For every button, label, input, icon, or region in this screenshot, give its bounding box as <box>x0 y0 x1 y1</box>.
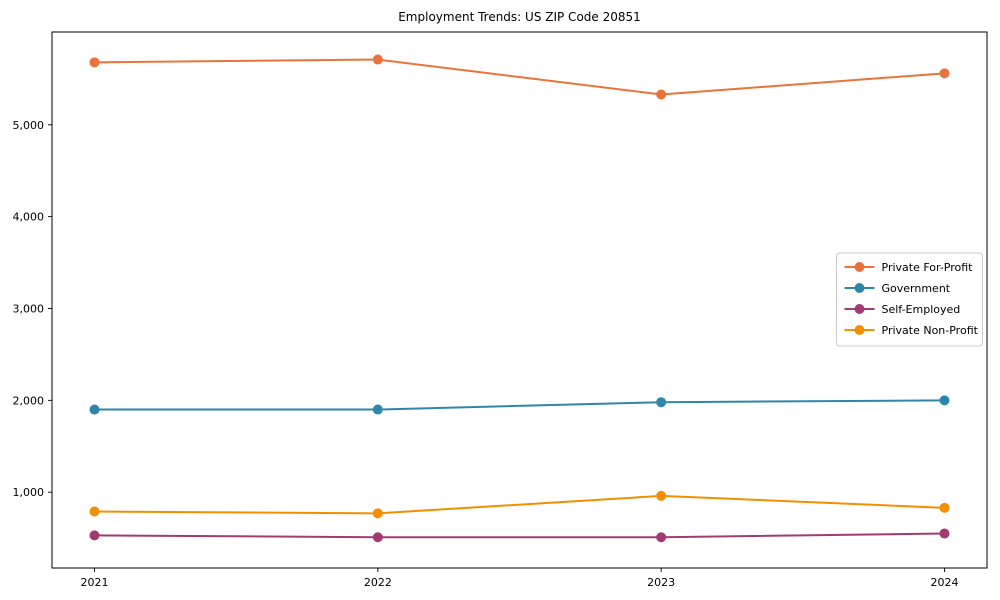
legend-label-self-employed: Self-Employed <box>882 303 961 316</box>
legend-marker-private-for-profit <box>854 262 865 272</box>
x-tick-label: 2024 <box>931 576 959 589</box>
y-tick-label: 4,000 <box>13 211 45 224</box>
axes-frame <box>51 31 988 569</box>
series-line-private-for-profit <box>93 58 946 96</box>
x-tick-label: 2022 <box>364 576 392 589</box>
y-tick-label: 1,000 <box>13 486 45 499</box>
marker-government-2022 <box>372 404 383 415</box>
marker-private-non-profit-2021 <box>89 506 100 517</box>
marker-private-for-profit-2022 <box>372 54 383 65</box>
legend-label-private-non-profit: Private Non-Profit <box>882 324 979 337</box>
y-tick-label: 2,000 <box>13 394 45 407</box>
x-tick-label: 2023 <box>647 576 675 589</box>
marker-self-employed-2024 <box>939 528 950 539</box>
marker-government-2021 <box>89 404 100 415</box>
legend-box <box>836 252 983 347</box>
marker-self-employed-2021 <box>89 530 100 541</box>
marker-government-2023 <box>656 397 667 408</box>
marker-self-employed-2023 <box>656 532 667 543</box>
marker-private-non-profit-2022 <box>372 508 383 519</box>
plot-area: 1,000 2,000 3,000 4,000 5,000 2021 2022 2023 202… <box>13 31 988 589</box>
legend-marker-government <box>854 283 865 293</box>
marker-private-non-profit-2024 <box>939 502 950 513</box>
y-tick-label: 3,000 <box>13 302 45 315</box>
x-tick-label: 2021 <box>81 576 109 589</box>
legend-marker-self-employed <box>854 304 865 314</box>
y-tick-label: 5,000 <box>13 119 45 132</box>
legend-label-government: Government <box>882 282 951 295</box>
marker-private-non-profit-2023 <box>656 490 667 501</box>
marker-private-for-profit-2024 <box>939 68 950 79</box>
series-line-self-employed <box>93 532 946 539</box>
marker-private-for-profit-2023 <box>656 89 667 100</box>
marker-private-for-profit-2021 <box>89 57 100 68</box>
series-line-private-non-profit <box>93 494 946 515</box>
chart-title: Employment Trends: US ZIP Code 20851 <box>398 10 641 24</box>
marker-government-2024 <box>939 395 950 406</box>
marker-self-employed-2022 <box>372 532 383 543</box>
legend-marker-private-non-profit <box>854 325 865 335</box>
legend-label-private-for-profit: Private For-Profit <box>882 261 974 274</box>
series-line-government <box>93 399 946 411</box>
